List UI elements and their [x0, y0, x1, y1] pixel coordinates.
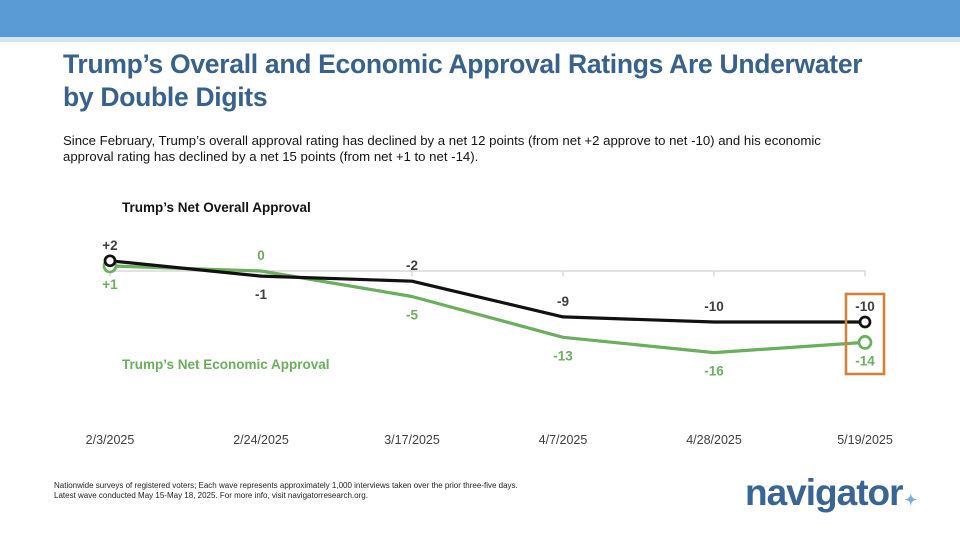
economic-point-marker	[857, 335, 873, 350]
x-axis-label: 5/19/2025	[837, 433, 893, 447]
page-title: Trump’s Overall and Economic Approval Ra…	[63, 48, 943, 114]
economic-series-label: Trump’s Net Economic Approval	[122, 357, 330, 372]
footnote-line1: Nationwide surveys of registered voters;…	[54, 481, 518, 490]
navigator-logo: navigator ✦	[745, 472, 917, 514]
x-axis-label: 4/7/2025	[539, 433, 588, 447]
overall-series-label: Trump’s Net Overall Approval	[122, 200, 311, 215]
value-label: -13	[553, 348, 573, 363]
value-label: -16	[704, 364, 724, 379]
x-axis-label: 2/3/2025	[86, 433, 135, 447]
x-axis-label: 2/24/2025	[233, 433, 289, 447]
subtitle: Since February, Trump’s overall approval…	[63, 133, 933, 165]
page-title-line2: by Double Digits	[63, 82, 268, 112]
economic-approval-line	[108, 264, 867, 355]
overall-point-marker	[858, 315, 872, 329]
latest-wave-highlight-box	[844, 292, 886, 376]
header-bar-accent-strip	[0, 37, 960, 42]
subtitle-line2: approval rating has declined by a net 15…	[63, 149, 479, 164]
value-label: -9	[557, 294, 569, 309]
value-label: 0	[257, 248, 265, 263]
value-label: -5	[406, 308, 418, 323]
page-title-line1: Trump’s Overall and Economic Approval Ra…	[63, 49, 863, 79]
value-label: -2	[406, 258, 418, 273]
star-icon: ✦	[904, 492, 918, 509]
value-label: -14	[855, 353, 875, 368]
header-bar	[0, 0, 960, 37]
value-label: +1	[102, 277, 118, 292]
subtitle-line1: Since February, Trump’s overall approval…	[63, 133, 821, 148]
value-label: +2	[102, 238, 117, 253]
overall-approval-line	[108, 259, 867, 324]
x-axis-label: 4/28/2025	[686, 433, 742, 447]
navigator-logo-text: navigator	[745, 472, 904, 513]
footnote: Nationwide surveys of registered voters;…	[54, 481, 654, 501]
footnote-line2: Latest wave conducted May 15-May 18, 202…	[54, 491, 368, 500]
x-axis-label: 3/17/2025	[384, 433, 440, 447]
value-label: -10	[855, 299, 875, 314]
overall-point-marker	[103, 254, 117, 268]
value-label: -10	[704, 299, 724, 314]
value-label: -1	[255, 287, 267, 302]
